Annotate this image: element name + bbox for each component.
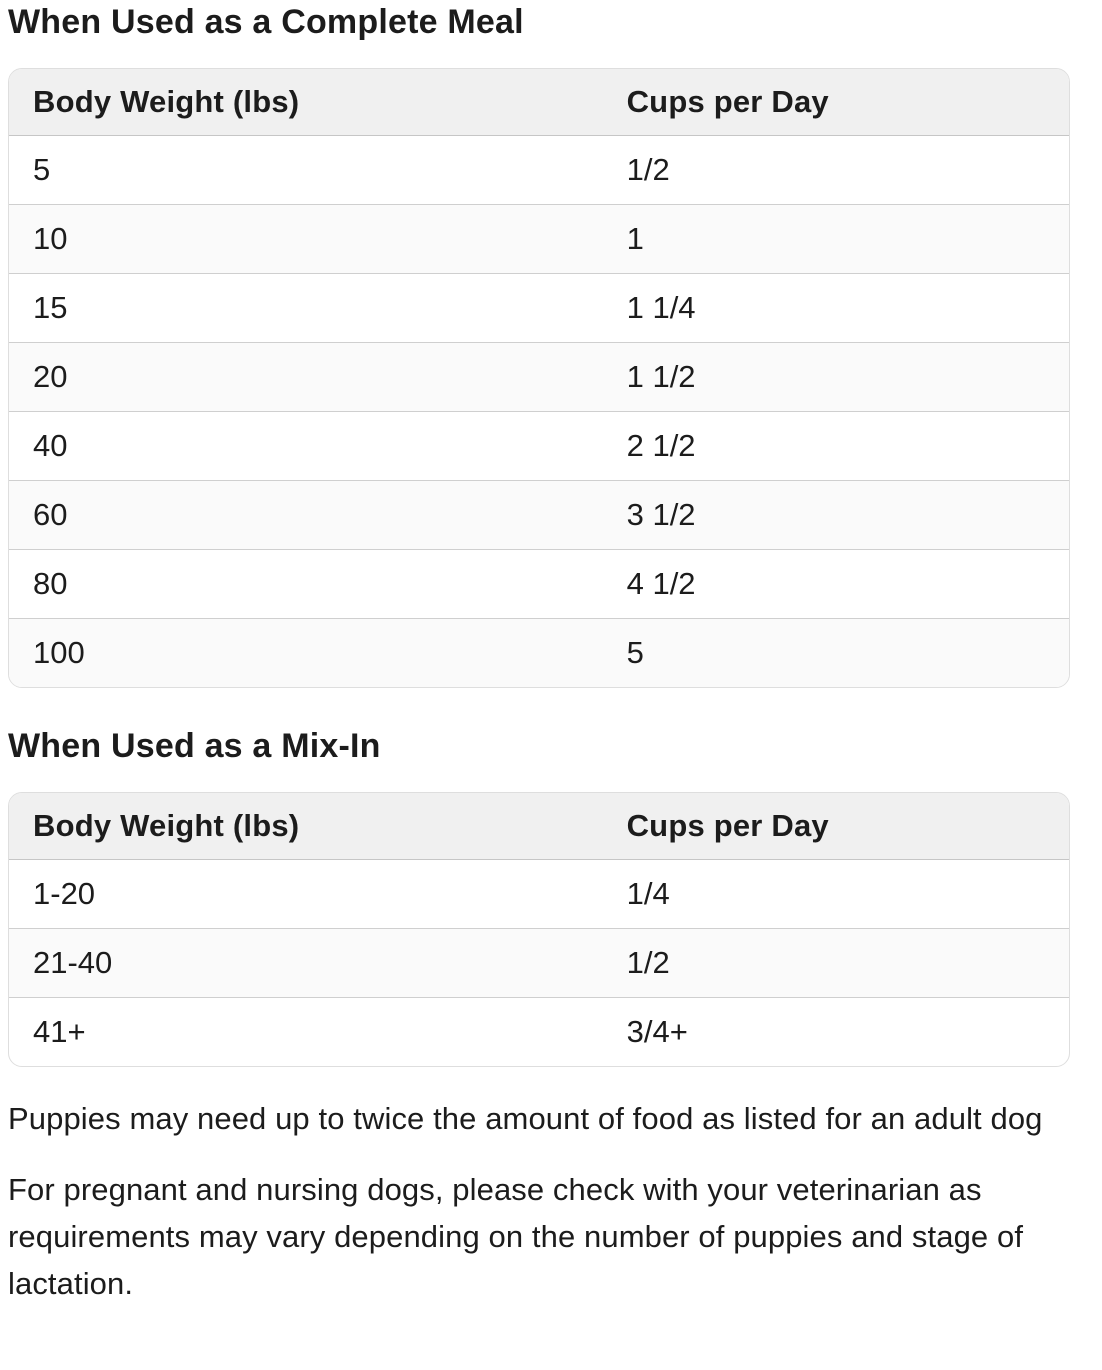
cell-body-weight: 21-40 <box>9 927 603 997</box>
feeding-table-mix-in-container: Body Weight (lbs) Cups per Day 1-20 1/4 … <box>8 792 1070 1067</box>
column-header-cups-per-day: Cups per Day <box>602 793 1069 860</box>
feeding-guide-page: When Used as a Complete Meal Body Weight… <box>8 2 1094 1307</box>
section-complete-meal: When Used as a Complete Meal Body Weight… <box>8 2 1094 688</box>
table-body: 1-20 1/4 21-40 1/2 41+ 3/4+ <box>9 859 1069 1066</box>
note-puppies: Puppies may need up to twice the amount … <box>8 1101 1043 1136</box>
cell-body-weight: 20 <box>9 341 603 411</box>
cell-body-weight: 15 <box>9 272 603 342</box>
cell-body-weight: 100 <box>9 617 603 687</box>
cell-cups-per-day: 3/4+ <box>602 996 1069 1066</box>
cell-body-weight: 41+ <box>9 996 603 1066</box>
cell-cups-per-day: 4 1/2 <box>602 548 1069 618</box>
column-header-cups-per-day: Cups per Day <box>602 69 1069 136</box>
cell-cups-per-day: 1/2 <box>626 151 670 187</box>
header-row: Body Weight (lbs) Cups per Day <box>9 793 1069 860</box>
table-row: 1-20 1/4 <box>9 859 1069 928</box>
feeding-table-mix-in: Body Weight (lbs) Cups per Day 1-20 1/4 … <box>9 793 1069 1066</box>
cell-body-weight: 60 <box>9 479 603 549</box>
cell-body-weight: 80 <box>9 548 603 618</box>
cell-body-weight: 10 <box>9 203 603 273</box>
feeding-table-complete-meal-container: Body Weight (lbs) Cups per Day 5 1/2 10 … <box>8 68 1070 688</box>
cell-body-weight: 40 <box>9 410 603 480</box>
feeding-table-complete-meal: Body Weight (lbs) Cups per Day 5 1/2 10 … <box>9 69 1069 687</box>
table-head: Body Weight (lbs) Cups per Day <box>9 793 1069 860</box>
table-head: Body Weight (lbs) Cups per Day <box>9 69 1069 136</box>
cell-cups-per-day: 1/4 <box>626 875 670 911</box>
note-pregnant-nursing: For pregnant and nursing dogs, please ch… <box>8 1172 1024 1301</box>
column-header-body-weight: Body Weight (lbs) <box>9 793 603 860</box>
cell-cups-per-day: 1 1/2 <box>602 341 1069 411</box>
feeding-notes: Puppies may need up to twice the amount … <box>8 1095 1094 1307</box>
cell-cups-per-day: 3 1/2 <box>602 479 1069 549</box>
table-body: 5 1/2 10 1 15 1 1/4 20 1 1/2 <box>9 135 1069 687</box>
table-row: 20 1 1/2 <box>9 341 1069 411</box>
cell-body-weight: 5 <box>33 151 51 187</box>
cell-cups-per-day: 2 1/2 <box>602 410 1069 480</box>
cell-body-weight: 1-20 <box>33 875 96 911</box>
table-row: 21-40 1/2 <box>9 927 1069 997</box>
table-row: 80 4 1/2 <box>9 548 1069 618</box>
table-row: 40 2 1/2 <box>9 410 1069 480</box>
table-row: 100 5 <box>9 617 1069 687</box>
cell-cups-per-day: 1 <box>602 203 1069 273</box>
cell-cups-per-day: 1 1/4 <box>602 272 1069 342</box>
table-row: 41+ 3/4+ <box>9 996 1069 1066</box>
table-row: 5 1/2 <box>9 135 1069 204</box>
cell-cups-per-day: 1/2 <box>602 927 1069 997</box>
cell-cups-per-day: 5 <box>602 617 1069 687</box>
table-row: 10 1 <box>9 203 1069 273</box>
section-mix-in: When Used as a Mix-In Body Weight (lbs) … <box>8 726 1094 1067</box>
table-row: 60 3 1/2 <box>9 479 1069 549</box>
section-title-complete-meal: When Used as a Complete Meal <box>8 3 524 41</box>
table-row: 15 1 1/4 <box>9 272 1069 342</box>
section-title-mix-in: When Used as a Mix-In <box>8 727 381 765</box>
column-header-body-weight: Body Weight (lbs) <box>9 69 603 136</box>
header-row: Body Weight (lbs) Cups per Day <box>9 69 1069 136</box>
